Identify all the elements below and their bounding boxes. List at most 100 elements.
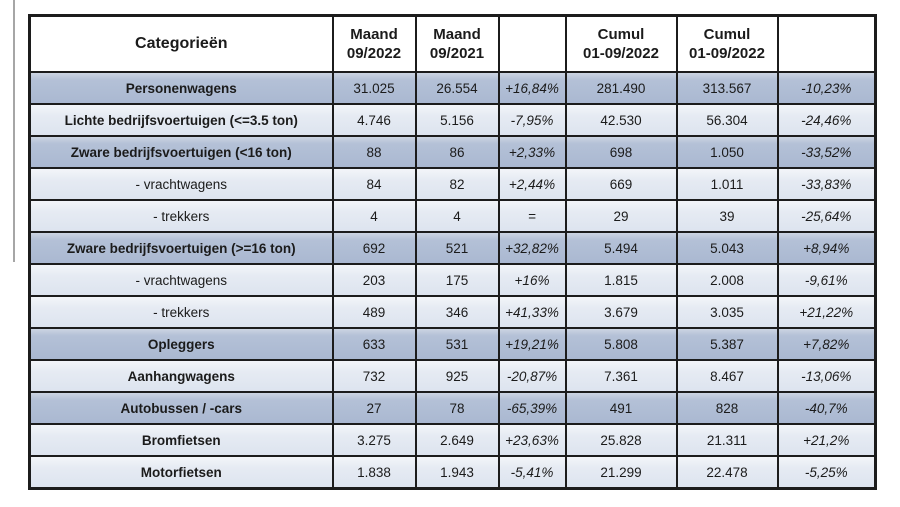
value-cell: 3.275	[331, 423, 417, 457]
value-cell: 86	[414, 135, 500, 169]
category-cell: Bromfietsen	[28, 423, 334, 457]
value-cell: 21.311	[675, 423, 779, 457]
value-cell: 4	[414, 199, 500, 233]
percent-cell: +16,84%	[497, 71, 567, 105]
value-cell: 1.815	[564, 263, 678, 297]
header-cumul-2022: Cumul 01-09/2022	[564, 14, 678, 73]
value-cell: 84	[331, 167, 417, 201]
header-line2: 09/2021	[429, 45, 485, 62]
value-cell: 828	[675, 391, 779, 425]
value-cell: 2.008	[675, 263, 779, 297]
category-cell: Aanhangwagens	[28, 359, 334, 393]
table-row: Opleggers 633 531 +19,21% 5.808 5.387 +7…	[28, 327, 877, 361]
percent-cell: -33,83%	[776, 167, 877, 201]
value-cell: 31.025	[331, 71, 417, 105]
value-cell: 489	[331, 295, 417, 329]
table-row: Aanhangwagens 732 925 -20,87% 7.361 8.46…	[28, 359, 877, 393]
table-row: Personenwagens 31.025 26.554 +16,84% 281…	[28, 71, 877, 105]
value-cell: 669	[564, 167, 678, 201]
value-cell: 5.494	[564, 231, 678, 265]
header-line2: 01-09/2022	[689, 45, 765, 62]
header-categories: Categorieën	[28, 14, 334, 73]
subcategory-cell: - trekkers	[28, 199, 334, 233]
value-cell: 4.746	[331, 103, 417, 137]
header-line1: Cumul	[703, 25, 751, 43]
percent-cell: +16%	[497, 263, 567, 297]
value-cell: 3.035	[675, 295, 779, 329]
percent-cell: +32,82%	[497, 231, 567, 265]
percent-cell: -24,46%	[776, 103, 877, 137]
percent-cell: -65,39%	[497, 391, 567, 425]
subcategory-cell: - vrachtwagens	[28, 167, 334, 201]
table-row: - vrachtwagens 203 175 +16% 1.815 2.008 …	[28, 263, 877, 297]
value-cell: 22.478	[675, 455, 779, 490]
value-cell: 203	[331, 263, 417, 297]
value-cell: 1.011	[675, 167, 779, 201]
value-cell: 78	[414, 391, 500, 425]
table-row: - vrachtwagens 84 82 +2,44% 669 1.011 -3…	[28, 167, 877, 201]
percent-cell: -10,23%	[776, 71, 877, 105]
table-row: - trekkers 489 346 +41,33% 3.679 3.035 +…	[28, 295, 877, 329]
value-cell: 281.490	[564, 71, 678, 105]
header-cumul-2021: Cumul 01-09/2022	[675, 14, 779, 73]
value-cell: 3.679	[564, 295, 678, 329]
value-cell: 56.304	[675, 103, 779, 137]
percent-cell: -40,7%	[776, 391, 877, 425]
value-cell: 5.043	[675, 231, 779, 265]
value-cell: 521	[414, 231, 500, 265]
percent-cell: -20,87%	[497, 359, 567, 393]
category-cell: Zware bedrijfsvoertuigen (<16 ton)	[28, 135, 334, 169]
percent-cell: +2,44%	[497, 167, 567, 201]
category-cell: Personenwagens	[28, 71, 334, 105]
value-cell: 692	[331, 231, 417, 265]
percent-cell: -5,25%	[776, 455, 877, 490]
percent-cell: +8,94%	[776, 231, 877, 265]
value-cell: 8.467	[675, 359, 779, 393]
table-row: Zware bedrijfsvoertuigen (<16 ton) 88 86…	[28, 135, 877, 169]
category-cell: Zware bedrijfsvoertuigen (>=16 ton)	[28, 231, 334, 265]
category-cell: Autobussen / -cars	[28, 391, 334, 425]
percent-cell: +41,33%	[497, 295, 567, 329]
header-line2: 09/2022	[346, 45, 402, 62]
page-edge-line	[13, 0, 15, 262]
header-cumul-delta	[776, 14, 877, 73]
value-cell: 7.361	[564, 359, 678, 393]
table-row: Autobussen / -cars 27 78 -65,39% 491 828…	[28, 391, 877, 425]
value-cell: 4	[331, 199, 417, 233]
value-cell: 21.299	[564, 455, 678, 490]
percent-cell: +23,63%	[497, 423, 567, 457]
percent-cell: +21,22%	[776, 295, 877, 329]
header-line1: Maand	[350, 25, 398, 43]
category-cell: Opleggers	[28, 327, 334, 361]
category-cell: Motorfietsen	[28, 455, 334, 490]
percent-cell: +7,82%	[776, 327, 877, 361]
value-cell: 313.567	[675, 71, 779, 105]
percent-cell: +2,33%	[497, 135, 567, 169]
value-cell: 29	[564, 199, 678, 233]
value-cell: 88	[331, 135, 417, 169]
value-cell: 42.530	[564, 103, 678, 137]
table-row: Lichte bedrijfsvoertuigen (<=3.5 ton) 4.…	[28, 103, 877, 137]
value-cell: 925	[414, 359, 500, 393]
value-cell: 39	[675, 199, 779, 233]
category-cell: Lichte bedrijfsvoertuigen (<=3.5 ton)	[28, 103, 334, 137]
value-cell: 491	[564, 391, 678, 425]
percent-cell: -7,95%	[497, 103, 567, 137]
table-row: Motorfietsen 1.838 1.943 -5,41% 21.299 2…	[28, 455, 877, 490]
header-row: Categorieën Maand 09/2022 Maand 09/2021 …	[28, 14, 877, 73]
value-cell: 5.156	[414, 103, 500, 137]
header-month-2022: Maand 09/2022	[331, 14, 417, 73]
value-cell: 175	[414, 263, 500, 297]
value-cell: 27	[331, 391, 417, 425]
percent-cell: +21,2%	[776, 423, 877, 457]
value-cell: 2.649	[414, 423, 500, 457]
value-cell: 25.828	[564, 423, 678, 457]
table-row: Zware bedrijfsvoertuigen (>=16 ton) 692 …	[28, 231, 877, 265]
header-line1: Maand	[433, 25, 481, 43]
value-cell: 346	[414, 295, 500, 329]
value-cell: 698	[564, 135, 678, 169]
value-cell: 1.050	[675, 135, 779, 169]
percent-cell: =	[497, 199, 567, 233]
header-line2: 01-09/2022	[583, 45, 659, 62]
